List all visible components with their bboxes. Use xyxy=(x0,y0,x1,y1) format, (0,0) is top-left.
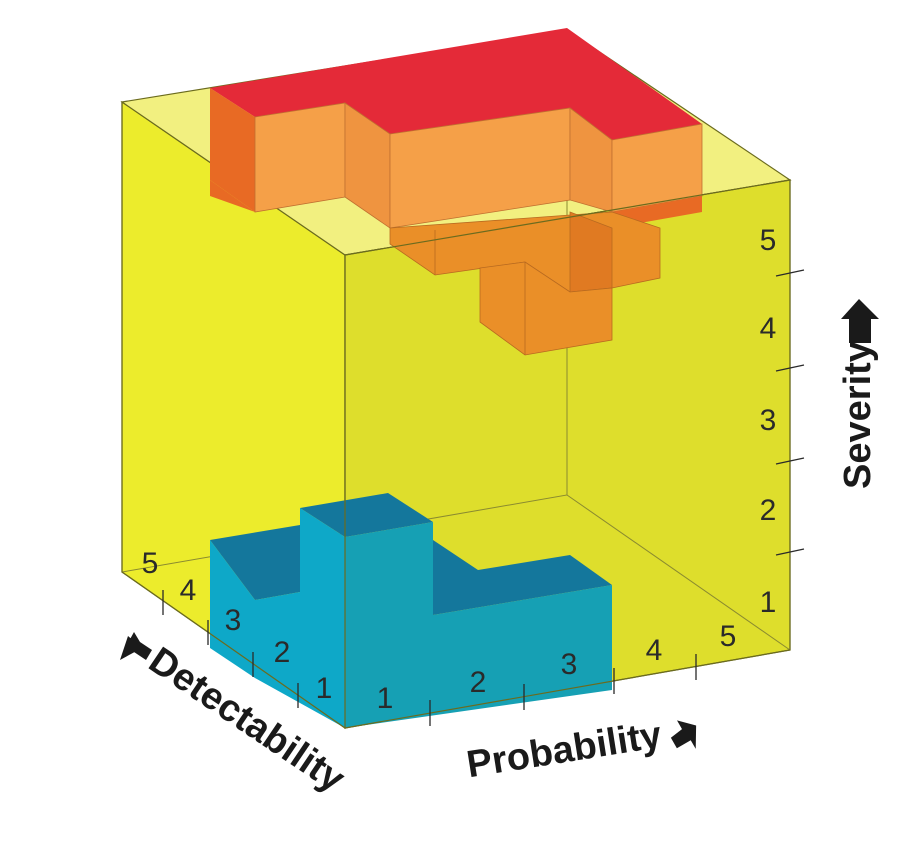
detectability-tick-label: 5 xyxy=(142,547,159,580)
severity-title-text: Severity xyxy=(837,341,879,489)
probability-tick-label: 3 xyxy=(561,648,578,681)
low-block-side xyxy=(210,540,255,678)
mid-block-lower xyxy=(479,261,613,356)
cube-front-outline xyxy=(344,179,791,729)
probability-axis-title: Probability xyxy=(464,714,665,786)
low-block-front xyxy=(345,522,612,728)
probability-arrow-icon xyxy=(670,720,697,749)
detectability-tick-label: 3 xyxy=(225,604,242,637)
probability-tick-label: 4 xyxy=(646,634,663,667)
probability-tick-label: 5 xyxy=(720,620,737,653)
severity-tick xyxy=(775,364,805,372)
severity-tick xyxy=(775,457,805,465)
low-block-top xyxy=(210,525,300,600)
severity-tick-label: 3 xyxy=(760,404,777,437)
severity-tick xyxy=(775,269,805,277)
probability-tick-label: 2 xyxy=(470,666,487,699)
severity-tick-label: 1 xyxy=(760,586,777,619)
detectability-scale: 1 2 3 4 5 xyxy=(142,547,333,708)
severity-axis-title: Severity xyxy=(837,341,879,489)
high-block-bottom-strip xyxy=(210,180,255,212)
low-block-top xyxy=(300,493,433,537)
high-severity-block xyxy=(210,28,703,229)
detectability-tick-label: 4 xyxy=(180,574,197,607)
probability-scale: 1 2 3 4 5 xyxy=(377,620,737,726)
low-severity-block xyxy=(210,493,612,728)
low-block-top xyxy=(433,522,612,615)
detectability-tick-label: 2 xyxy=(274,636,291,669)
cube-hidden-edge xyxy=(566,494,791,651)
severity-scale: 1 2 3 4 5 xyxy=(760,224,805,619)
detectability-tick-label: 1 xyxy=(316,672,333,705)
severity-tick-label: 5 xyxy=(760,224,777,257)
mid-severity-block xyxy=(389,211,661,356)
severity-arrow-icon xyxy=(841,299,879,343)
severity-tick-label: 4 xyxy=(760,312,777,345)
severity-tick xyxy=(775,548,805,556)
high-block-left-side xyxy=(210,88,255,212)
cube-left-outline xyxy=(121,102,346,729)
probability-title-text: Probability xyxy=(464,714,665,786)
high-block-front xyxy=(254,102,346,213)
severity-tick-label: 2 xyxy=(760,494,777,527)
detectability-arrow-head xyxy=(120,636,142,660)
probability-tick-label: 1 xyxy=(377,682,394,715)
low-block-side xyxy=(255,508,345,728)
high-block-top xyxy=(210,28,702,140)
